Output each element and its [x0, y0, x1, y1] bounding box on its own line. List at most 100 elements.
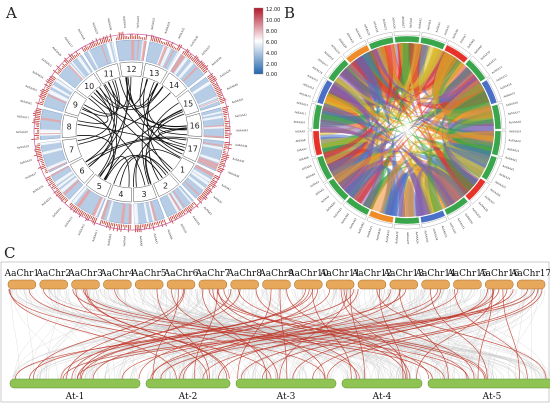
highlight-link: [75, 288, 208, 380]
highlight-link: [152, 288, 392, 380]
density-bar: [198, 61, 204, 68]
gene-label: AtSAA14: [301, 82, 315, 91]
density-bar: [83, 212, 87, 216]
background-link: [15, 288, 160, 380]
density-bar: [182, 50, 185, 55]
segment-number: 2: [163, 181, 168, 190]
gene-label: AaSAA44: [234, 142, 248, 148]
density-bar: [218, 96, 223, 99]
top-chromosome-label: AaChr1: [4, 269, 40, 279]
synteny-ribbon: [414, 166, 468, 217]
gene-label: AaSAA22: [19, 98, 33, 105]
density-bar: [174, 214, 178, 220]
heatmap-cell: [76, 189, 91, 208]
gene-label: AtSAA4: [304, 172, 316, 181]
density-bar: [33, 114, 41, 117]
density-bar: [165, 41, 168, 46]
gene-label: AaSAA8: [139, 234, 144, 246]
panel-b-circos: B AaSAA1 AaSAA2 AaSAA3 AaSAA4 AaSAA5 AaSAA6 Aa…: [284, 4, 522, 245]
density-bar: [84, 45, 88, 51]
highlight-link: [312, 288, 539, 380]
heatmap-cell: [167, 51, 179, 70]
ring-outline: [312, 157, 327, 183]
density-bar: [78, 210, 84, 218]
gene-label: AtSAA3: [308, 180, 320, 189]
density-bar: [201, 65, 209, 72]
density-bar: [184, 49, 190, 57]
gene-label: AaSAA41: [365, 225, 373, 239]
density-bar: [69, 203, 74, 208]
gene-label: AaSAA7: [153, 232, 159, 245]
density-bar: [221, 105, 230, 109]
top-chromosome-bar: [516, 279, 546, 290]
synteny-ribbon: [320, 43, 417, 128]
heatmap-cell: [40, 132, 61, 135]
panel-a-circos: A AaSAA1AaSAA2AaSAA3AaSAA4AaSAA5AaSAA6Aa…: [5, 4, 280, 247]
top-chromosome-label: AaChr13: [383, 269, 425, 279]
density-bar: [200, 64, 206, 70]
density-bar: [75, 54, 78, 57]
highlight-link: [216, 288, 468, 380]
legend-tick: 8.00: [266, 29, 277, 35]
top-chromosome-label: AaChr2: [35, 269, 71, 279]
density-bar: [37, 155, 43, 158]
density-bar: [84, 213, 88, 218]
density-bar: [33, 153, 42, 157]
density-bar: [108, 222, 111, 228]
density-bar: [101, 39, 104, 44]
density-bar: [186, 207, 192, 214]
top-chromosome-bar: [71, 279, 100, 290]
heatmap-cell: [197, 159, 218, 170]
background-link: [35, 288, 359, 380]
top-chromosome-label: AaChr11: [319, 269, 360, 279]
ring-segment: [316, 155, 333, 181]
background-link: [45, 288, 60, 380]
gene-label: AaSAA46: [324, 201, 336, 214]
background-link: [157, 288, 473, 380]
highlight-link: [79, 288, 232, 380]
gene-label: AtSAA9: [294, 129, 305, 133]
ring-outline: [393, 223, 421, 230]
density-bar: [217, 166, 225, 171]
background-link: [336, 288, 541, 380]
background-link: [181, 288, 229, 380]
background-link: [92, 288, 145, 380]
highlight-link: [8, 288, 272, 380]
density-bar: [73, 55, 77, 58]
density-bar: [158, 38, 161, 44]
background-link: [415, 288, 417, 380]
gene-label: AtSAA16: [311, 65, 324, 76]
gene-label: AtSAA27: [401, 15, 406, 28]
density-bar: [106, 35, 109, 43]
ring-segment: [368, 36, 394, 50]
density-bar: [41, 88, 49, 93]
density-bar: [35, 102, 44, 106]
heatmap-cell: [100, 45, 109, 65]
panel-c-frame: [0, 261, 550, 403]
collinearity-link: [135, 155, 167, 187]
heatmap-cell: [170, 191, 183, 210]
ring-segment: [444, 196, 469, 216]
highlight-link: [114, 288, 360, 380]
gene-label: AtSAA10: [292, 120, 305, 125]
background-link: [48, 288, 162, 380]
gene-label: AaSAA15: [502, 91, 516, 99]
density-bar: [220, 158, 227, 162]
density-bar: [112, 222, 114, 227]
chromosome-segment: [161, 72, 188, 98]
ring-outline: [498, 102, 507, 130]
gene-label: AaSAA2: [417, 18, 423, 30]
bottom-chromosome-bar: [9, 378, 141, 389]
density-bar: [88, 45, 91, 49]
top-chromosome-label: AaChr8: [226, 269, 262, 279]
gene-label: AaSAA21: [16, 114, 30, 120]
density-bar: [222, 110, 228, 112]
density-bar: [45, 171, 49, 174]
density-bar: [217, 93, 222, 96]
density-bar: [195, 60, 200, 65]
highlight-link: [502, 288, 520, 380]
density-bar: [224, 141, 230, 144]
gene-label: AtSAA7: [295, 147, 307, 153]
background-link: [12, 288, 58, 380]
gene-label: AaSAA13: [494, 73, 508, 83]
